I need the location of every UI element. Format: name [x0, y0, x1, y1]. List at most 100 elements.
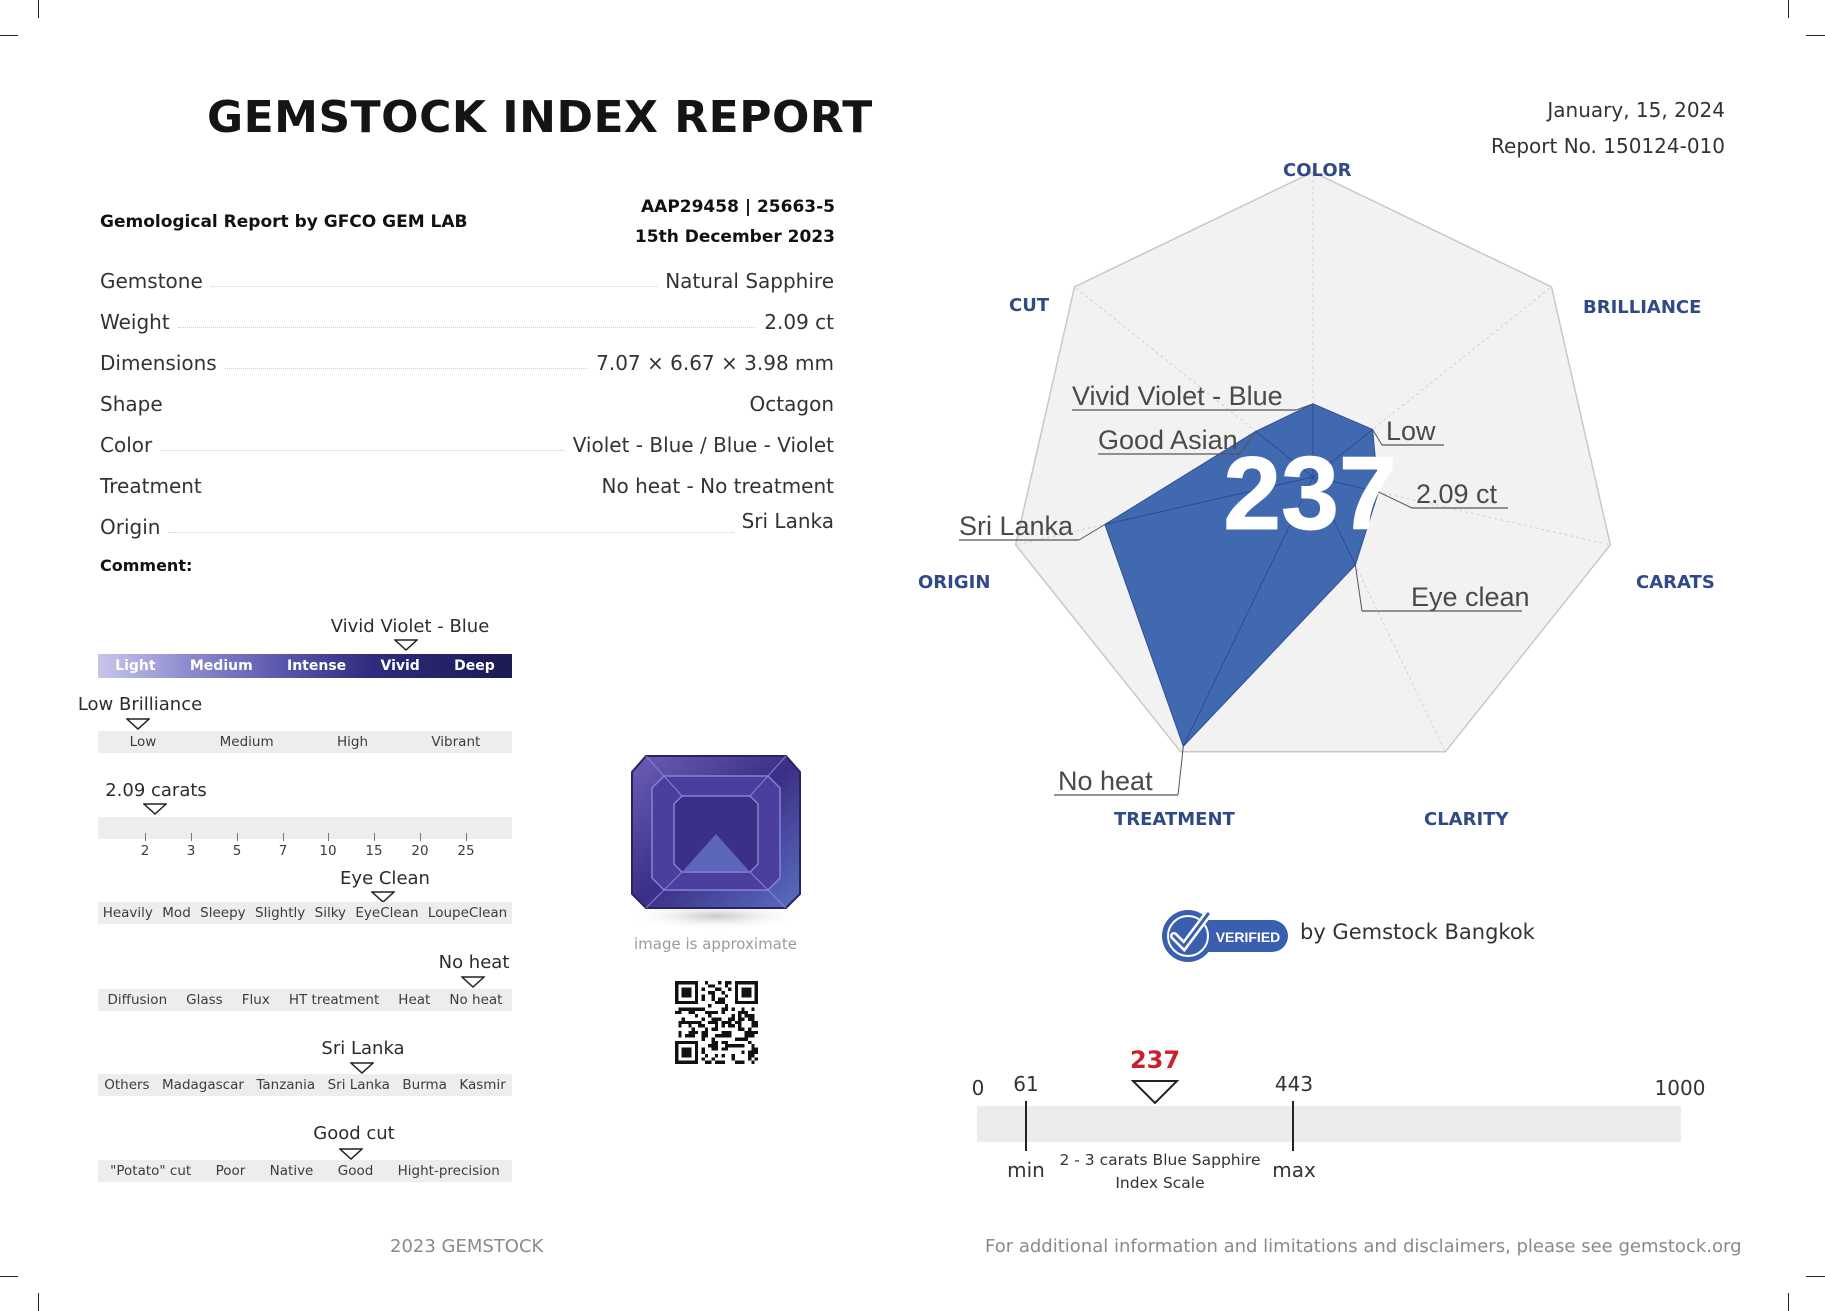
treatment-marker-label: No heat	[438, 952, 510, 973]
crop-mark	[1806, 35, 1825, 36]
crop-mark	[1788, 0, 1789, 18]
spec-key: Shape	[100, 392, 163, 416]
color-scale-bar: Light Medium Intense Vivid Deep	[98, 654, 512, 678]
radar-annotation-origin: Sri Lanka	[959, 511, 1074, 541]
gemstone-image	[616, 746, 816, 936]
radar-axis-label-cut: CUT	[1009, 295, 1050, 316]
scale-step: Heat	[398, 992, 431, 1008]
carats-scale-bar	[98, 817, 512, 839]
scale-step: Heavily	[102, 905, 153, 921]
scale-step: Medium	[189, 658, 253, 674]
treatment-scale-bar: Diffusion Glass Flux HT treatment Heat N…	[98, 989, 512, 1011]
radar-axis-label-clarity: CLARITY	[1424, 809, 1509, 830]
crop-mark	[0, 35, 18, 36]
spec-value: Violet - Blue / Blue - Violet	[572, 433, 834, 457]
carat-tick	[374, 833, 375, 841]
spec-value: Natural Sapphire	[665, 269, 834, 293]
color-marker-label: Vivid Violet - Blue	[330, 616, 490, 637]
radar-value-spoke	[1182, 476, 1314, 747]
carat-tick-label: 5	[232, 843, 242, 859]
qr-code-icon[interactable]	[675, 981, 758, 1064]
radar-annotation-leader	[1078, 524, 1106, 541]
scale-step: Native	[269, 1163, 314, 1179]
carat-tick-label: 7	[278, 843, 288, 859]
crop-mark	[1788, 1293, 1789, 1311]
carat-tick-label: 15	[365, 843, 383, 859]
comment-label: Comment:	[100, 556, 193, 575]
lab-reference-date: 15th December 2023	[634, 227, 835, 247]
lab-name: Gemological Report by GFCO GEM LAB	[100, 212, 468, 232]
scale-step: Medium	[219, 734, 274, 750]
carat-tick	[237, 833, 238, 841]
radar-annotation-leader	[1378, 491, 1413, 509]
scale-step: No heat	[449, 992, 503, 1008]
radar-axis-label-color: COLOR	[1283, 160, 1352, 181]
index-scale-start: 0	[971, 1076, 985, 1100]
carat-tick	[420, 833, 421, 841]
radar-axis-label-origin: ORIGIN	[918, 572, 991, 593]
scale-step: Kasmir	[459, 1077, 506, 1093]
spec-row-treatment: Treatment No heat - No treatment	[100, 468, 834, 498]
spec-row-dimensions: Dimensions 7.07 × 6.67 × 3.98 mm	[100, 345, 834, 375]
scale-step: Intense	[287, 658, 347, 674]
radar-annotation-clarity: Eye clean	[1411, 582, 1530, 612]
scale-step: Diffusion	[107, 992, 168, 1008]
verified-badge: VERIFIED	[1160, 906, 1290, 970]
index-min-tick	[1025, 1101, 1027, 1151]
index-max-label: max	[1272, 1158, 1316, 1182]
radar-value-spoke	[1312, 429, 1373, 478]
carat-tick-label: 3	[186, 843, 196, 859]
spec-value: Sri Lanka	[741, 509, 834, 533]
carat-tick-label: 25	[457, 843, 475, 859]
spec-row-gemstone: Gemstone Natural Sapphire	[100, 263, 834, 293]
clarity-marker-label: Eye Clean	[340, 868, 430, 889]
spec-value: No heat - No treatment	[601, 474, 834, 498]
scale-step: Sleepy	[200, 905, 246, 921]
report-title: GEMSTOCK INDEX REPORT	[207, 92, 873, 143]
crop-mark	[38, 1293, 39, 1311]
radar-annotation-leader	[1295, 403, 1314, 411]
origin-marker-label: Sri Lanka	[321, 1038, 405, 1059]
radar-value-area	[1104, 403, 1379, 748]
spec-value: Octagon	[749, 392, 834, 416]
report-number: Report No. 150124-010	[1491, 134, 1725, 158]
cut-marker-label: Good cut	[313, 1123, 395, 1144]
index-scale-end: 1000	[1654, 1076, 1706, 1100]
scale-step: Others	[104, 1077, 150, 1093]
spec-key: Dimensions	[100, 351, 217, 375]
spec-value: 2.09 ct	[764, 310, 834, 334]
radar-value-spoke	[1255, 430, 1314, 478]
scale-step: Vivid	[380, 658, 420, 674]
radar-value-spoke	[1104, 476, 1314, 525]
carat-tick-label: 10	[319, 843, 337, 859]
image-caption: image is approximate	[634, 935, 797, 953]
crop-mark	[0, 1276, 18, 1277]
radar-axis-label-carats: CARATS	[1636, 572, 1715, 593]
verified-by-text: by Gemstock Bangkok	[1300, 920, 1535, 944]
spec-key: Color	[100, 433, 153, 457]
radar-annotation-leader	[1372, 429, 1383, 446]
spec-key: Treatment	[100, 474, 202, 498]
carat-tick	[283, 833, 284, 841]
index-scale-caption-2: Index Scale	[1115, 1174, 1205, 1192]
carat-tick	[145, 833, 146, 841]
radar-score: 237	[1223, 436, 1397, 552]
index-scale-caption: 2 - 3 carats Blue Sapphire	[1059, 1151, 1261, 1169]
scale-step: "Potato" cut	[110, 1163, 192, 1179]
scale-step: Vibrant	[431, 734, 481, 750]
carats-marker-label: 2.09 carats	[105, 780, 207, 801]
scale-step: Burma	[402, 1077, 447, 1093]
scale-step: HT treatment	[288, 992, 380, 1008]
index-scale-track	[977, 1106, 1681, 1142]
crop-mark	[1806, 1276, 1825, 1277]
lab-reference: AAP29458 | 25663-5	[641, 197, 835, 217]
radar-annotation-leader	[1354, 564, 1363, 612]
radar-annotation-leader	[1177, 746, 1184, 796]
spec-row-shape: Shape Octagon	[100, 386, 834, 416]
scale-step: Mod	[162, 905, 191, 921]
verified-badge-text: VERIFIED	[1216, 929, 1281, 945]
scale-step: Flux	[241, 992, 270, 1008]
scale-step: LoupeClean	[427, 905, 508, 921]
carat-tick	[466, 833, 467, 841]
carat-tick	[191, 833, 192, 841]
